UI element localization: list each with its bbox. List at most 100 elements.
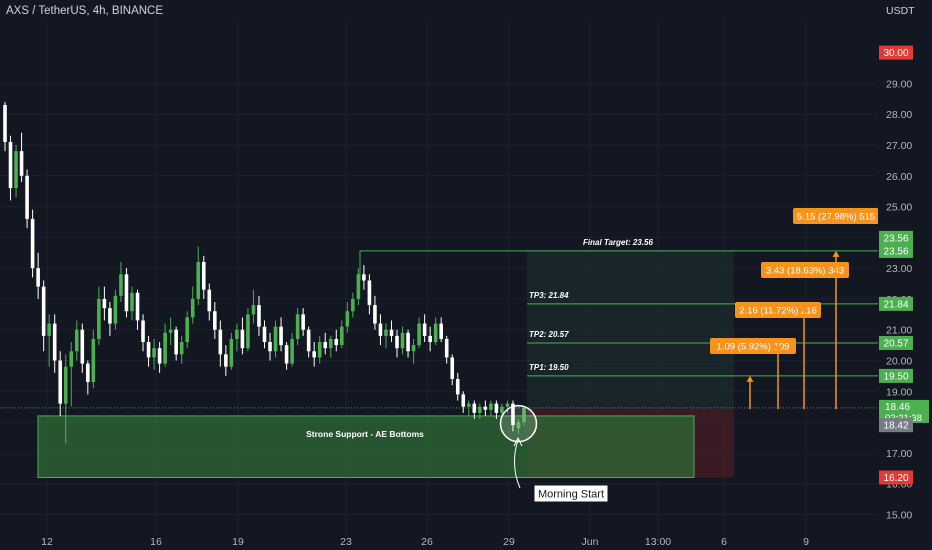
candle-body bbox=[273, 326, 278, 352]
candle-body bbox=[422, 323, 427, 336]
x-tick-label: 26 bbox=[421, 536, 433, 548]
candle-body bbox=[439, 323, 443, 339]
price-tag bbox=[879, 470, 913, 485]
candle-body bbox=[516, 422, 521, 429]
price-tag-label: 20.57 bbox=[883, 338, 908, 349]
candle-body bbox=[268, 342, 272, 352]
symbol-title: AXS / TetherUS, 4h, BINANCE bbox=[6, 5, 164, 17]
candle-body bbox=[433, 323, 438, 343]
candle-body bbox=[389, 329, 394, 336]
candle-body bbox=[505, 403, 510, 407]
candle-body bbox=[334, 338, 339, 346]
candle-body bbox=[52, 323, 57, 361]
candle-body bbox=[58, 360, 63, 404]
candle-body bbox=[400, 332, 405, 349]
candle-body bbox=[339, 326, 344, 346]
current-price-value: 18.46 bbox=[885, 402, 910, 413]
candle-body bbox=[146, 342, 151, 358]
gain-label-box bbox=[793, 208, 879, 224]
candle-body bbox=[522, 407, 526, 423]
candle-body bbox=[494, 403, 499, 413]
candle-body bbox=[284, 345, 289, 364]
candle-body bbox=[511, 403, 515, 426]
x-tick-label: 9 bbox=[803, 536, 809, 548]
candle-body bbox=[179, 342, 184, 355]
x-tick-label: Jun bbox=[582, 536, 599, 548]
candle-body bbox=[351, 298, 355, 312]
candle-body bbox=[240, 329, 245, 349]
y-tick-label: 29.00 bbox=[886, 78, 912, 90]
target-label: TP1: 19.50 bbox=[529, 363, 569, 372]
candle-body bbox=[262, 326, 267, 343]
candle-body bbox=[97, 298, 101, 339]
candle-body bbox=[290, 338, 294, 364]
candle-body bbox=[384, 329, 388, 336]
candle-body bbox=[157, 348, 162, 364]
annotation-text: Morning Start bbox=[538, 489, 604, 501]
x-tick-label: 23 bbox=[340, 536, 352, 548]
gain-label-box bbox=[710, 338, 796, 354]
candle-body bbox=[229, 338, 234, 367]
price-axis-background bbox=[878, 0, 932, 550]
y-tick-label: 19.00 bbox=[886, 386, 912, 398]
candle-body bbox=[174, 329, 178, 355]
y-tick-label: 17.00 bbox=[886, 448, 912, 460]
candle-body bbox=[3, 104, 7, 142]
gain-label-box bbox=[735, 302, 821, 318]
candle-body bbox=[362, 274, 366, 281]
price-tag bbox=[879, 368, 913, 383]
candle-body bbox=[80, 329, 85, 364]
gain-label: 3.43 (18.63%) 343 bbox=[766, 266, 844, 277]
x-tick-label: 13:00 bbox=[645, 536, 671, 548]
annotation-box bbox=[534, 485, 608, 502]
candle-body bbox=[411, 345, 416, 352]
candle-body bbox=[8, 141, 13, 189]
price-tag bbox=[879, 335, 913, 350]
candle-body bbox=[185, 317, 190, 343]
candle-body bbox=[14, 151, 18, 189]
candle-body bbox=[130, 292, 134, 312]
support-zone-label: Strone Support - AE Bottoms bbox=[306, 429, 424, 439]
gain-arrowhead bbox=[774, 342, 782, 349]
gain-label: 5.15 (27.98%) 515 bbox=[797, 212, 875, 223]
candle-body bbox=[246, 314, 250, 349]
entry-price-label: 18.42 bbox=[883, 421, 908, 432]
target-label: Final Target: 23.56 bbox=[583, 238, 654, 247]
candle-body bbox=[323, 342, 328, 349]
candle-body bbox=[417, 323, 421, 346]
price-tag-label: 30.00 bbox=[883, 48, 908, 59]
price-tag-label: 19.50 bbox=[883, 371, 908, 382]
price-tag bbox=[879, 243, 913, 258]
gain-arrowhead bbox=[746, 375, 754, 382]
candle-body bbox=[218, 329, 223, 355]
candle-body bbox=[235, 329, 239, 339]
candle-body bbox=[489, 403, 493, 410]
candle-body bbox=[69, 351, 74, 367]
candle-body bbox=[406, 332, 410, 352]
candle-body bbox=[301, 314, 305, 330]
candle-body bbox=[30, 218, 35, 269]
candle-body bbox=[119, 274, 123, 296]
candle-body bbox=[63, 366, 68, 404]
price-tag bbox=[879, 296, 913, 311]
candle-body bbox=[455, 378, 460, 395]
candle-body bbox=[450, 357, 455, 379]
candle-body bbox=[395, 335, 399, 349]
candle-body bbox=[224, 354, 228, 367]
gain-label: 2.16 (11.72%) 216 bbox=[739, 306, 816, 317]
gain-arrowhead bbox=[800, 303, 808, 310]
candle-body bbox=[207, 289, 212, 312]
annotation-arrowhead bbox=[513, 436, 523, 447]
candle-body bbox=[91, 338, 96, 383]
price-tag bbox=[879, 45, 913, 60]
morning-star-circle bbox=[499, 404, 538, 443]
candle-body bbox=[135, 292, 140, 321]
candle-body bbox=[251, 305, 256, 315]
candle-body bbox=[108, 308, 112, 324]
candle-body bbox=[36, 268, 40, 287]
target-label: TP2: 20.57 bbox=[529, 330, 569, 339]
candle-body bbox=[312, 351, 316, 358]
candle-body bbox=[500, 406, 504, 413]
candle-body bbox=[466, 403, 471, 407]
